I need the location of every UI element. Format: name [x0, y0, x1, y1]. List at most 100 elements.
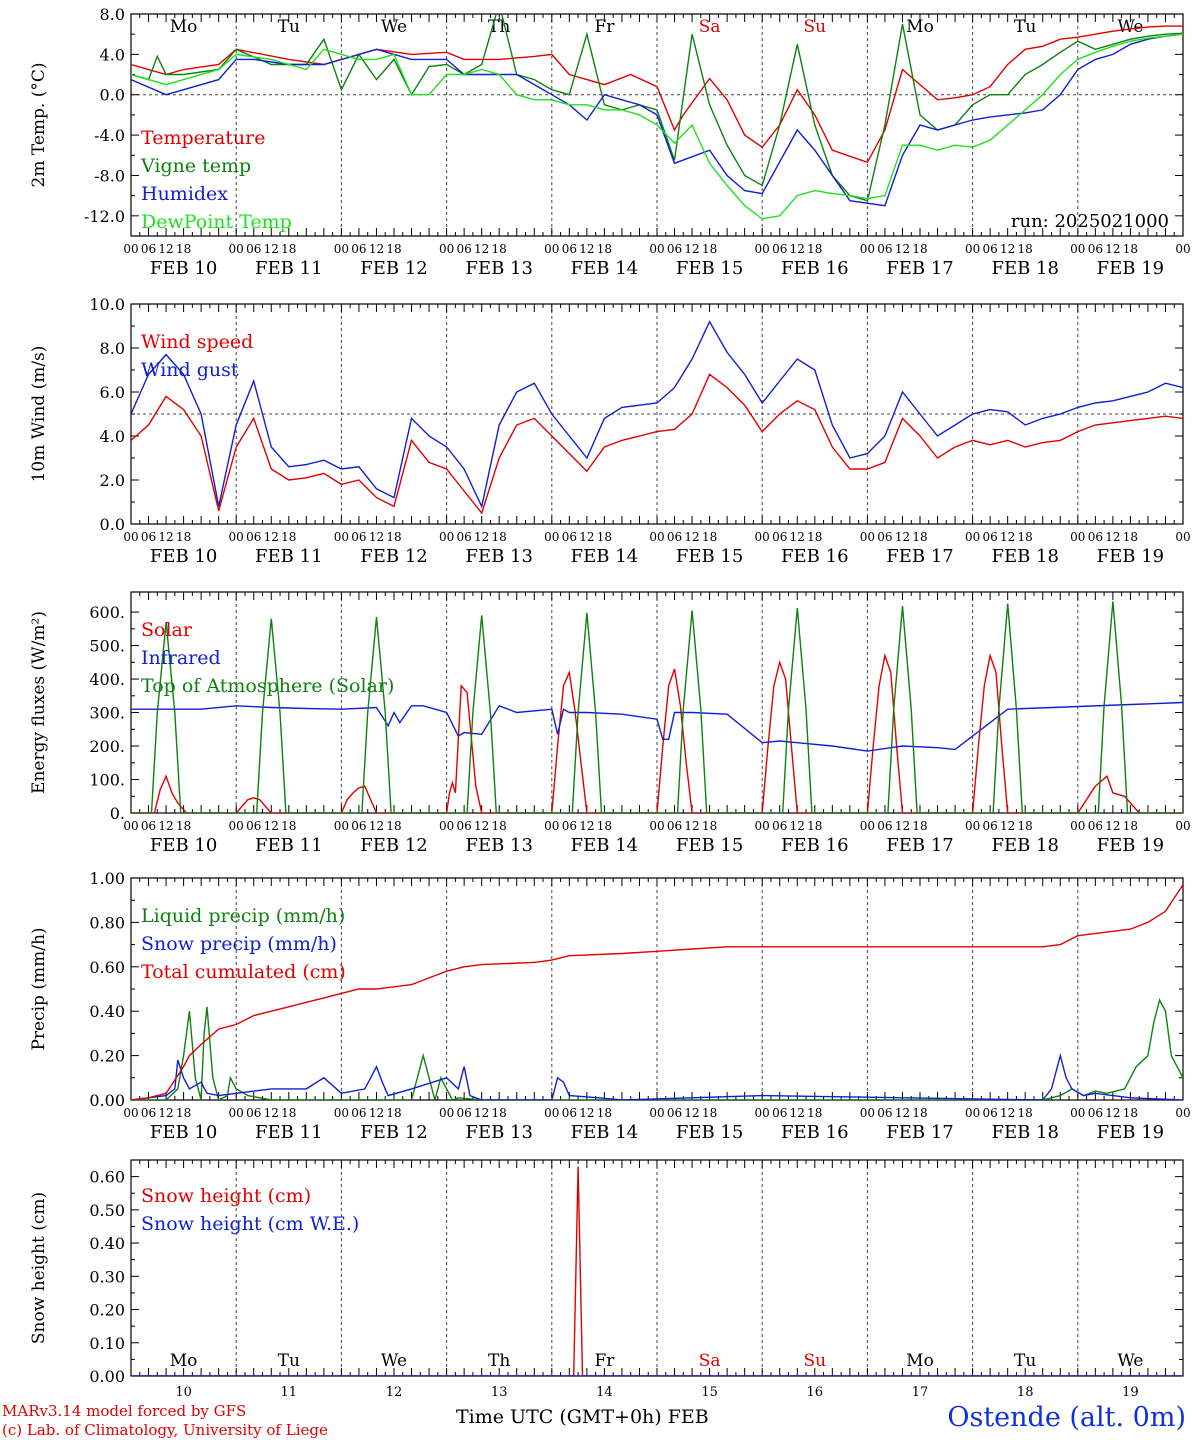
panel-1-date-label: FEB 11: [255, 546, 322, 567]
panel-0-hour-label: 18: [807, 242, 822, 256]
panel-1-hour-label: 18: [702, 530, 717, 544]
panel-1-date-label: FEB 15: [676, 546, 743, 567]
panel-4-y-tick-label: 0.20: [89, 1301, 125, 1320]
panel-4-weekday-label: We: [381, 1351, 407, 1371]
panel-2-hour-label: 00: [755, 819, 770, 833]
panel-4-weekday-label: Tu: [1014, 1351, 1036, 1371]
panel-0-hour-label: 00: [544, 242, 559, 256]
panel-0-y-axis-label: 2m Temp. (°C): [29, 62, 49, 187]
panel-2-series-0-line: [131, 652, 1183, 813]
panel-0-date-label: FEB 15: [676, 258, 743, 279]
panel-3-y-tick-label: 1.00: [89, 869, 125, 888]
panel-3-hour-label: 18: [1018, 1106, 1033, 1120]
panel-2-hour-label: 00: [544, 819, 559, 833]
panel-2-legend-2: Top of Atmosphere (Solar): [141, 675, 394, 697]
panel-2-y-tick-label: 400.: [89, 670, 125, 689]
panel-1-legend-1: Wind gust: [141, 359, 239, 381]
panel-2-hour-label: 18: [807, 819, 822, 833]
panel-1-date-label: FEB 17: [886, 546, 953, 567]
panel-1-hour-label: 12: [369, 530, 384, 544]
panel-1-y-tick-label: 2.0: [100, 471, 125, 490]
panel-2-date-label: FEB 10: [150, 835, 217, 856]
panel-3-hour-label: 12: [1000, 1106, 1015, 1120]
panel-4-y-tick-label: 0.00: [89, 1367, 125, 1386]
panel-4-weekday-label: Su: [803, 1351, 826, 1371]
panel-3-hour-label: 00: [649, 1106, 664, 1120]
panel-3-date-label: FEB 10: [150, 1122, 217, 1143]
panel-1-date-label: FEB 18: [991, 546, 1058, 567]
panel-3-y-tick-label: 0.00: [89, 1091, 125, 1110]
x-axis-title: Time UTC (GMT+0h) FEB: [456, 1406, 709, 1428]
panel-0-hour-label: 18: [597, 242, 612, 256]
panel-3-hour-label: 12: [264, 1106, 279, 1120]
panel-1-date-label: FEB 13: [465, 546, 532, 567]
panel-3-hour-label: 18: [492, 1106, 507, 1120]
panel-3-hour-label: 18: [1123, 1106, 1138, 1120]
panel-1-hour-label: 18: [176, 530, 191, 544]
panel-4-day-number: 11: [281, 1385, 298, 1400]
panel-2-y-tick-label: 500.: [89, 637, 125, 656]
panel-1-hour-label: 12: [158, 530, 173, 544]
panel-0-hour-label: 18: [1123, 242, 1138, 256]
panel-0-hour-label: 00: [229, 242, 244, 256]
panel-3-y-tick-label: 0.80: [89, 913, 125, 932]
panel-0-series-3-line: [131, 33, 1183, 220]
panel-0-date-label: FEB 19: [1097, 258, 1164, 279]
panel-2-y-tick-label: 600.: [89, 603, 125, 622]
panel-3-hour-label: 00: [860, 1106, 875, 1120]
panel-2-hour-label: 12: [895, 819, 910, 833]
panel-0-hour-label: 12: [158, 242, 173, 256]
panel-0-date-label: FEB 16: [781, 258, 848, 279]
panel-0-weekday-label: Fr: [594, 17, 615, 37]
lab-credit: (c) Lab. of Climatology, University of L…: [2, 1421, 328, 1439]
panel-1-hour-label: 00: [649, 530, 664, 544]
panel-0-legend-1: Vigne temp: [140, 155, 251, 177]
panel-3-hour-label: 18: [702, 1106, 717, 1120]
panel-1-series-1-line: [131, 320, 1183, 509]
panel-3-y-tick-label: 0.40: [89, 1002, 125, 1021]
panel-0-hour-label: 06: [351, 242, 366, 256]
panel-1-y-tick-label: 4.0: [100, 427, 125, 446]
panel-4-weekday-label: Sa: [699, 1351, 721, 1371]
panel-2-hour-label: 12: [790, 819, 805, 833]
panel-3-date-label: FEB 19: [1097, 1122, 1164, 1143]
panel-4-day-number: 13: [491, 1385, 508, 1400]
panel-0-hour-label: 00: [965, 242, 980, 256]
panel-2-hour-label: 18: [1018, 819, 1033, 833]
panel-1-hour-label: 00: [439, 530, 454, 544]
panel-1-hour-label: 00: [860, 530, 875, 544]
panel-3-legend-0: Liquid precip (mm/h): [141, 905, 345, 927]
panel-3-hour-label: 06: [667, 1106, 682, 1120]
panel-1-hour-label: 00: [755, 530, 770, 544]
panel-3-hour-label: 00: [1175, 1106, 1190, 1120]
panel-4-weekday-label: Th: [488, 1351, 510, 1371]
panel-0-date-label: FEB 18: [991, 258, 1058, 279]
model-credit: MARv3.14 model forced by GFS: [2, 1402, 247, 1420]
panel-2-date-label: FEB 19: [1097, 835, 1164, 856]
panel-1-legend-0: Wind speed: [141, 331, 253, 353]
panel-3-hour-label: 12: [158, 1106, 173, 1120]
panel-0-hour-label: 06: [772, 242, 787, 256]
panel-0-hour-label: 00: [439, 242, 454, 256]
panel-1-hour-label: 00: [123, 530, 138, 544]
panel-0-weekday-label: Mo: [170, 17, 198, 37]
panel-0-hour-label: 00: [123, 242, 138, 256]
panel-3-hour-label: 06: [982, 1106, 997, 1120]
panel-2-hour-label: 12: [579, 819, 594, 833]
panel-3-hour-label: 18: [597, 1106, 612, 1120]
panel-4-day-number: 12: [386, 1385, 403, 1400]
panel-3-hour-label: 00: [123, 1106, 138, 1120]
panel-2-hour-label: 00: [334, 819, 349, 833]
panel-0-series-0-line: [131, 25, 1183, 164]
panel-4-day-number: 10: [175, 1385, 192, 1400]
panel-0-hour-label: 06: [562, 242, 577, 256]
panel-0-hour-label: 12: [264, 242, 279, 256]
panel-0-hour-label: 06: [141, 242, 156, 256]
panel-1-hour-label: 00: [1175, 530, 1190, 544]
panel-3-hour-label: 06: [351, 1106, 366, 1120]
panel-2-hour-label: 00: [1175, 819, 1190, 833]
panel-4-day-number: 19: [1122, 1385, 1139, 1400]
panel-2-hour-label: 12: [158, 819, 173, 833]
panel-3-hour-label: 06: [772, 1106, 787, 1120]
panel-3-hour-label: 00: [755, 1106, 770, 1120]
